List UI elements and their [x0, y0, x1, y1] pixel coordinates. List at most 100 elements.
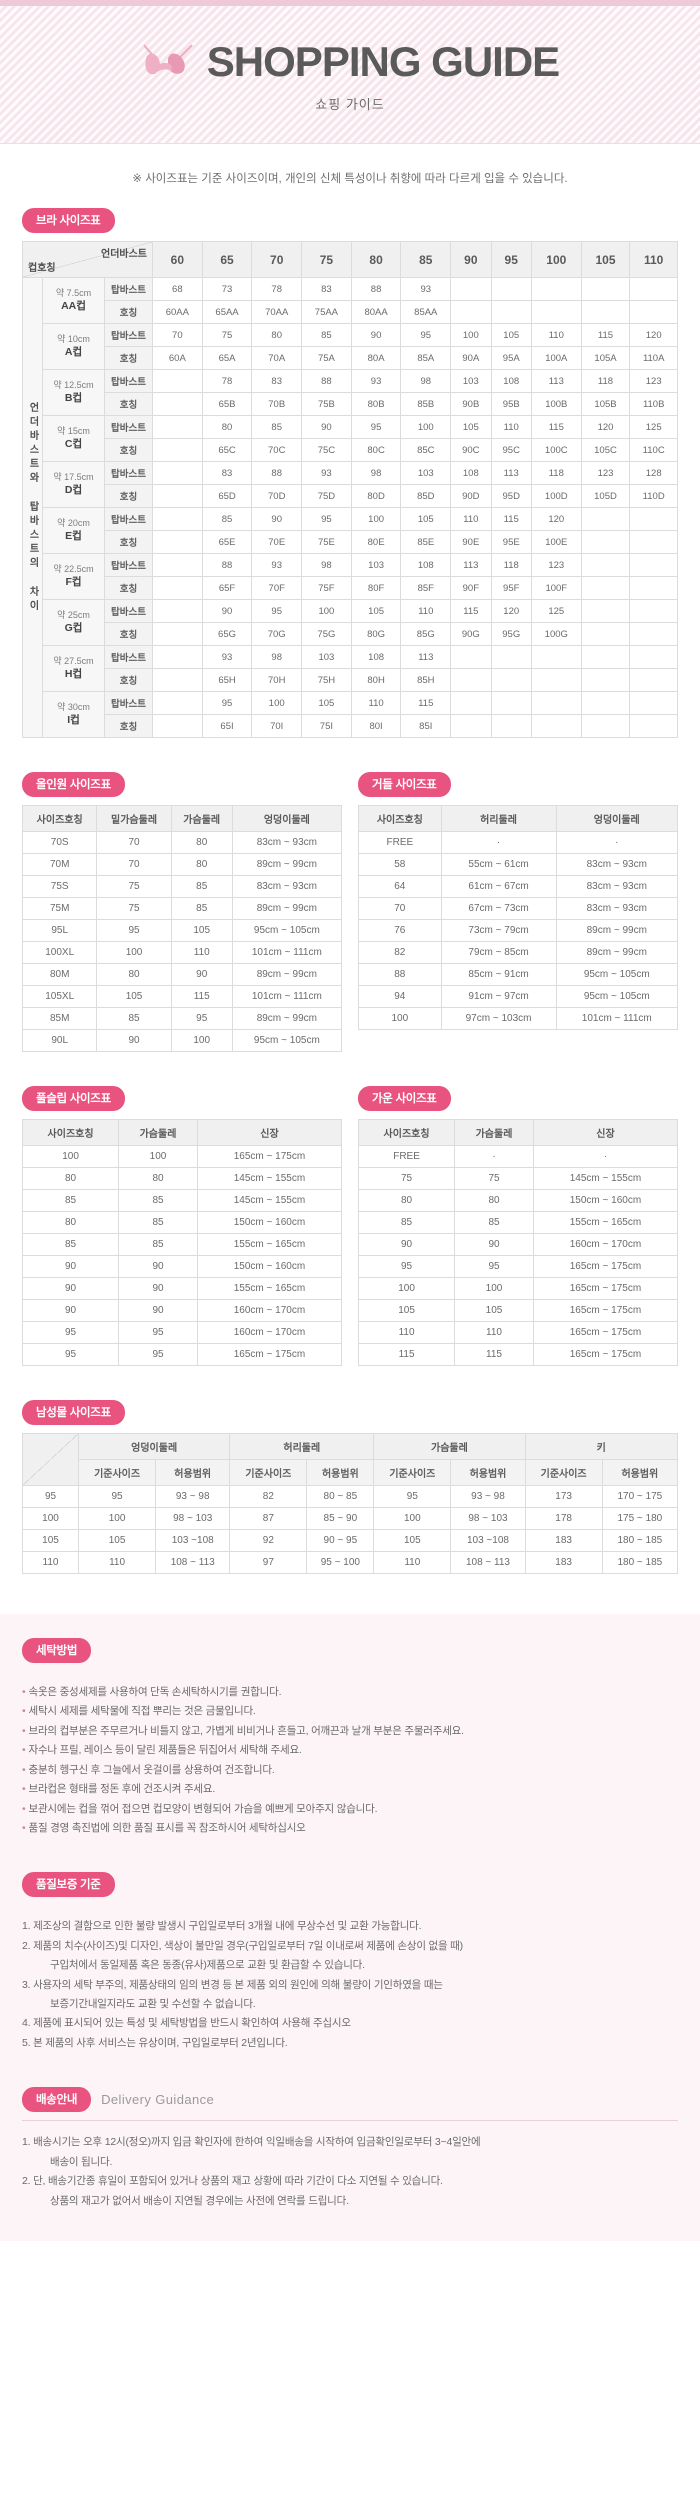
- bra-topbust-cell: 73: [201, 277, 253, 301]
- table-row: 100 97cm ~ 103cm 101cm ~ 111cm: [358, 1007, 678, 1030]
- gown-cell: 90: [357, 1233, 456, 1256]
- bra-row-type-top: 탑바스트: [104, 599, 153, 623]
- fullslip-pill: 풀슬립 사이즈표: [22, 1086, 125, 1111]
- washing-section: 세탁방법 • 속옷은 중성세제를 사용하여 단독 손세탁하시기를 권합니다. • 세탁…: [22, 1638, 678, 1838]
- bra-topbust-cell: 93: [350, 369, 402, 393]
- bra-topbust-cell: 70: [152, 323, 203, 347]
- bra-code-cell: [629, 622, 678, 646]
- mens-cell: 110: [77, 1551, 157, 1574]
- bra-code-cell: 65D: [201, 484, 253, 508]
- mens-cell: 183: [524, 1529, 603, 1552]
- fullslip-cell: 90: [21, 1299, 120, 1322]
- mens-cell: 82: [229, 1485, 308, 1508]
- gown-pill: 가운 사이즈표: [358, 1086, 451, 1111]
- girdle-cell: 89cm ~ 99cm: [555, 919, 678, 942]
- fullslip-header: 신장: [196, 1119, 343, 1146]
- table-row: 58 55cm ~ 61cm 83cm ~ 93cm: [358, 853, 678, 876]
- table-row: 80 80 150cm ~ 160cm: [357, 1189, 679, 1212]
- bra-code-cell: 65F: [201, 576, 253, 600]
- bra-code-cell: 70B: [251, 392, 303, 416]
- fullslip-cell: 165cm ~ 175cm: [196, 1145, 343, 1168]
- bra-topbust-cell: 95: [301, 507, 352, 531]
- table-row: 95 95 160cm ~ 170cm: [21, 1321, 343, 1344]
- fullslip-header: 가슴둘레: [118, 1119, 198, 1146]
- bra-code-cell: 65B: [201, 392, 253, 416]
- bra-code-cell: 110C: [629, 438, 678, 462]
- gown-cell: 85: [454, 1211, 534, 1234]
- gown-cell: 165cm ~ 175cm: [532, 1343, 679, 1366]
- bra-code-cell: [152, 714, 203, 738]
- table-row: 95 95 93 ~ 98 82 80 ~ 85 95 93 ~ 98 173 170 ~ 17…: [22, 1485, 679, 1508]
- bra-code-cell: 70E: [251, 530, 303, 554]
- bra-topbust-cell: 128: [629, 461, 678, 485]
- bra-header-row: 언더바스트 컵호칭 60 65 70 75 80 85 90 95 100 105 110: [22, 241, 678, 278]
- bra-topbust-cell: [450, 691, 492, 715]
- bra-row-type-top: 탑바스트: [104, 691, 153, 715]
- bra-topbust-cell: [629, 277, 678, 301]
- mens-cell: 173: [524, 1485, 603, 1508]
- bra-topbust-cell: 103: [400, 461, 452, 485]
- mens-cell: 110: [22, 1551, 79, 1574]
- allinone-cell: 80: [170, 853, 233, 876]
- fullslip-cell: 95: [21, 1343, 120, 1366]
- allinone-header: 가슴둘레: [170, 805, 233, 832]
- bra-topbust-cell: 105: [400, 507, 452, 531]
- bra-topbust-cell: 120: [530, 507, 582, 531]
- girdle-cell: 94: [358, 985, 442, 1008]
- bra-code-cell: 75I: [301, 714, 352, 738]
- gown-cell: 100: [454, 1277, 534, 1300]
- bra-topbust-cell: 78: [201, 369, 253, 393]
- mens-cell: 100: [77, 1507, 157, 1530]
- girdle-cell: 61cm ~ 67cm: [440, 875, 557, 898]
- bra-code-cell: 90E: [450, 530, 492, 554]
- list-item-continuation: 구입처에서 동일제품 혹은 동종(유사)제품으로 교환 및 환급할 수 있습니다…: [50, 1959, 365, 1972]
- bra-side-label: 언더바스트와 탑바스트의 차이: [22, 277, 43, 738]
- gown-cell: 75: [357, 1167, 456, 1190]
- bra-topbust-cell: 88: [201, 553, 253, 577]
- bra-topbust-cell: 110: [490, 415, 532, 439]
- bra-underbust-col: 75: [301, 241, 352, 278]
- bra-topbust-cell: [490, 277, 532, 301]
- bra-topbust-cell: 93: [251, 553, 303, 577]
- list-item: 5. 본 제품의 사후 서비스는 유상이며, 구입일로부터 2년입니다.: [22, 2036, 288, 2049]
- bra-row-type-top: 탑바스트: [104, 369, 153, 393]
- bra-topbust-cell: 118: [530, 461, 582, 485]
- bra-code-cell: 100D: [530, 484, 582, 508]
- mens-cell: 183: [524, 1551, 603, 1574]
- bra-cup-label: 약 30cm I컵: [42, 691, 105, 738]
- bra-topbust-cell: 115: [450, 599, 492, 623]
- bra-code-cell: [450, 714, 492, 738]
- mens-cell: 90 ~ 95: [306, 1529, 375, 1552]
- gown-cell: 90: [454, 1233, 534, 1256]
- table-row: 105 105 103 ~108 92 90 ~ 95 105 103 ~108 183 180…: [22, 1529, 679, 1552]
- mens-group-header: 엉덩이둘레: [77, 1433, 231, 1460]
- allinone-cell: 95cm ~ 105cm: [231, 1029, 343, 1052]
- bra-code-cell: 65AA: [201, 300, 253, 324]
- table-row: 90 90 160cm ~ 170cm: [357, 1233, 679, 1256]
- gown-cell: 110: [357, 1321, 456, 1344]
- fullslip-cell: 155cm ~ 165cm: [196, 1277, 343, 1300]
- list-item: • 브라컵은 형태를 정돈 후에 건조시켜 주세요.: [22, 1783, 216, 1796]
- allinone-cell: 89cm ~ 99cm: [231, 1007, 343, 1030]
- bra-code-cell: 85D: [400, 484, 452, 508]
- girdle-cell: 95cm ~ 105cm: [555, 985, 678, 1008]
- bra-topbust-cell: [152, 599, 203, 623]
- allinone-header: 엉덩이둘레: [231, 805, 343, 832]
- quality-section: 품질보증 기준 1. 제조상의 결함으로 인한 불량 발생시 구입일로부터 3개…: [22, 1872, 678, 2053]
- bra-code-cell: [450, 668, 492, 692]
- bra-code-cell: 110D: [629, 484, 678, 508]
- table-row: 105XL 105 115 101cm ~ 111cm: [21, 985, 343, 1008]
- bra-code-cell: 105D: [580, 484, 631, 508]
- mens-cell: 85 ~ 90: [306, 1507, 375, 1530]
- bra-cup-label: 약 15cm C컵: [42, 415, 105, 462]
- bra-topbust-cell: 105: [350, 599, 402, 623]
- bra-topbust-cell: [490, 645, 532, 669]
- bra-code-cell: 70I: [251, 714, 303, 738]
- table-row: 호칭 65C 70C 75C 80C 85C 90C 95C 100C 105C 110C: [23, 438, 678, 462]
- bra-topbust-cell: 108: [400, 553, 452, 577]
- bra-code-cell: 65G: [201, 622, 253, 646]
- gown-section: 가운 사이즈표 사이즈호칭 가슴둘레 신장 FREE · · 75 75 145cm ~ 15…: [357, 1086, 679, 1366]
- bra-underbust-col: 90: [450, 241, 492, 278]
- list-item-continuation: 상품의 재고가 없어서 배송이 지연될 경우에는 사전에 연락를 드립니다.: [50, 2194, 349, 2207]
- bra-code-cell: [490, 300, 532, 324]
